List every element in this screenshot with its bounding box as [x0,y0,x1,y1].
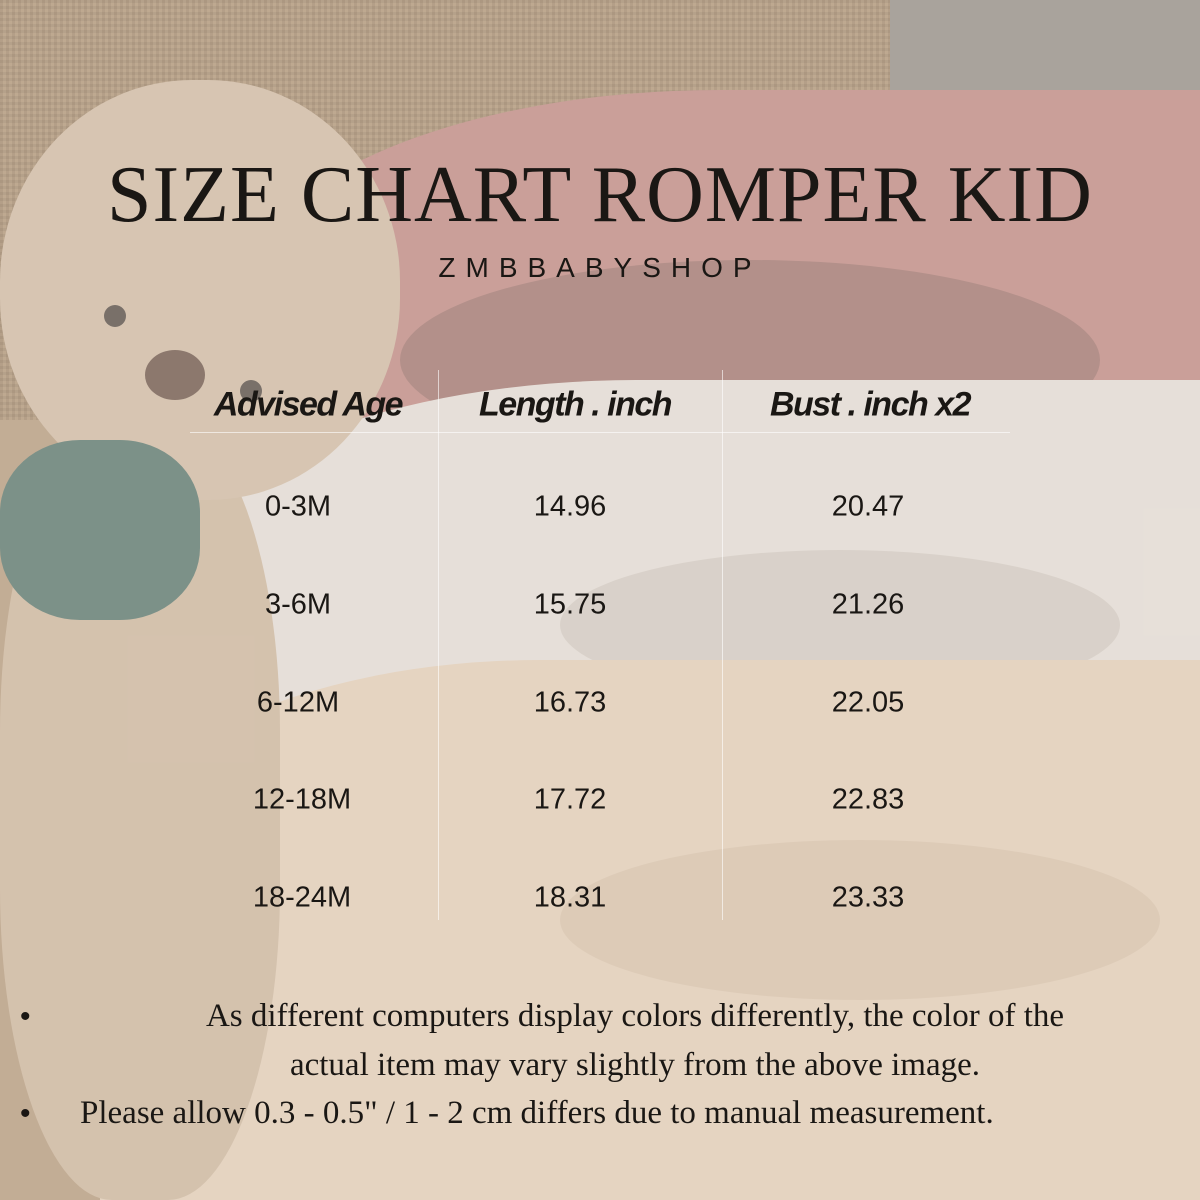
shop-name: ZMBBABYSHOP [438,252,762,283]
note-line: As different computers display colors di… [205,998,1065,1034]
column-divider [722,370,723,920]
cell-age: 18-24M [252,881,352,914]
header-bust: Bust . inch x2 [769,385,972,424]
header-advised-age: Advised Age [213,385,404,424]
bear-eye [240,380,262,402]
cell-length: 15.75 [533,588,607,621]
bear-eye [104,305,126,327]
cell-age: 12-18M [252,783,352,816]
note-line: Please allow 0.3 - 0.5" / 1 - 2 cm diffe… [80,1095,994,1131]
bullet-icon: • [20,1097,31,1130]
cell-bust: 22.05 [831,686,905,719]
cell-bust: 21.26 [831,588,905,621]
teddy-bear-head [0,80,400,500]
beige-sweater-collar [560,840,1160,1000]
cell-length: 16.73 [533,686,607,719]
header-length: Length . inch [478,385,673,424]
cell-length: 17.72 [533,783,607,816]
bullet-icon: • [20,1000,31,1033]
column-divider [438,370,439,920]
cell-age: 0-3M [264,490,332,523]
cell-age: 6-12M [256,686,340,719]
cell-bust: 22.83 [831,783,905,816]
header-divider [190,432,1010,433]
cell-age: 3-6M [264,588,332,621]
cell-bust: 20.47 [831,490,905,523]
page-title: SIZE CHART ROMPER KID [107,151,1093,239]
bear-scarf [0,440,200,620]
cell-bust: 23.33 [831,881,905,914]
cell-length: 14.96 [533,490,607,523]
note-line: actual item may vary slightly from the a… [289,1047,981,1083]
cell-length: 18.31 [533,881,607,914]
bear-nose [145,350,205,400]
